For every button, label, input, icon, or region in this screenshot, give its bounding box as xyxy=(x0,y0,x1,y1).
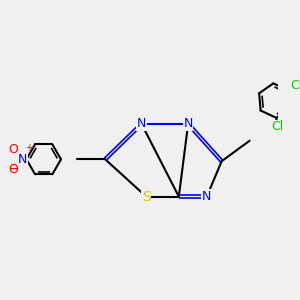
Text: N: N xyxy=(184,117,193,130)
Text: S: S xyxy=(142,190,151,204)
Text: N: N xyxy=(202,190,212,203)
Text: N: N xyxy=(18,153,27,166)
Text: Cl: Cl xyxy=(271,120,283,133)
Text: O: O xyxy=(9,143,19,156)
Text: O: O xyxy=(9,163,19,176)
Text: −: − xyxy=(9,163,19,176)
Text: +: + xyxy=(26,143,33,153)
Text: Cl: Cl xyxy=(290,79,300,92)
Text: N: N xyxy=(137,117,146,130)
